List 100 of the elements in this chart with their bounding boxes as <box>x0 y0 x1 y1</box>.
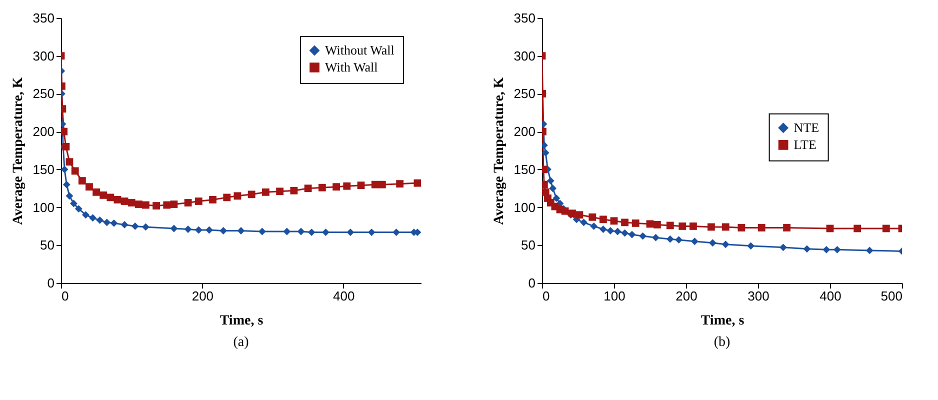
point <box>290 186 298 194</box>
point <box>78 177 86 184</box>
point <box>690 238 698 246</box>
point <box>854 224 862 232</box>
point <box>542 149 550 156</box>
point <box>552 194 560 202</box>
point <box>142 223 150 231</box>
point <box>89 214 96 222</box>
point <box>304 184 312 192</box>
point <box>833 246 841 254</box>
point <box>276 188 284 196</box>
y-tick-label: 250 <box>32 86 54 102</box>
y-tick-label: 0 <box>47 276 54 290</box>
point <box>114 196 122 204</box>
point <box>220 227 228 234</box>
x-axis-title: Time, s <box>700 314 745 328</box>
point <box>561 207 569 215</box>
point <box>61 166 68 174</box>
x-tick-label: 100 <box>604 288 626 304</box>
point <box>628 230 636 238</box>
y-tick-label: 200 <box>32 124 54 140</box>
point <box>666 222 674 230</box>
y-tick-label: 150 <box>32 162 54 177</box>
point <box>82 211 90 219</box>
y-tick-label: 100 <box>32 200 54 215</box>
point <box>707 223 715 231</box>
point <box>652 234 660 242</box>
point <box>599 216 607 224</box>
point <box>92 188 100 196</box>
point <box>100 191 108 199</box>
point <box>783 224 791 232</box>
y-axis-title: Average Temperature, K <box>492 77 507 225</box>
x-tick-label: 0 <box>542 288 550 304</box>
point <box>588 213 596 221</box>
point <box>779 244 787 252</box>
y-tick-label: 250 <box>514 86 536 102</box>
x-tick-label: 400 <box>333 288 355 304</box>
point <box>378 180 386 188</box>
point <box>120 220 128 228</box>
point <box>722 240 730 248</box>
point <box>414 179 421 187</box>
point <box>546 177 554 184</box>
y-tick-label: 300 <box>32 48 54 64</box>
y-tick-label: 200 <box>514 124 536 140</box>
point <box>163 201 171 209</box>
point <box>621 218 629 226</box>
y-tick-label: 100 <box>514 200 536 215</box>
y-tick-label: 0 <box>528 276 536 290</box>
point <box>71 167 79 175</box>
point <box>590 222 598 230</box>
point <box>666 235 674 243</box>
point <box>653 220 661 228</box>
text: (b) <box>714 335 730 350</box>
x-tick-label: 0 <box>62 288 69 304</box>
point <box>194 198 202 205</box>
point <box>262 188 270 196</box>
y-tick-label: 350 <box>32 10 54 26</box>
point <box>610 217 618 225</box>
point <box>396 180 404 188</box>
point <box>74 205 82 213</box>
point <box>110 219 118 227</box>
point <box>343 182 351 190</box>
point <box>322 228 330 236</box>
point <box>549 184 557 192</box>
point <box>368 228 376 236</box>
y-tick-label: 350 <box>514 10 536 26</box>
y-tick-label: 50 <box>521 238 536 253</box>
point <box>62 180 70 188</box>
x-tick-label: 200 <box>676 288 698 304</box>
point <box>283 228 291 236</box>
legend-label: NTE <box>794 120 820 135</box>
point <box>747 242 755 250</box>
point <box>209 196 216 204</box>
point <box>346 228 354 236</box>
point <box>621 229 629 237</box>
point <box>689 222 697 230</box>
point <box>96 216 104 224</box>
point <box>128 199 136 206</box>
point <box>66 192 74 200</box>
point <box>866 246 874 254</box>
x-axis-title: Time, s <box>220 314 264 328</box>
point <box>758 224 766 232</box>
point <box>61 128 68 136</box>
point <box>822 246 830 254</box>
point <box>357 182 365 190</box>
point <box>308 228 316 236</box>
point <box>248 190 256 198</box>
text: (a) <box>233 335 250 350</box>
point <box>882 224 890 232</box>
point <box>580 218 588 226</box>
point <box>738 224 746 232</box>
point <box>297 228 305 236</box>
x-tick-label: 200 <box>192 288 214 304</box>
legend-label: LTE <box>794 136 816 152</box>
point <box>66 158 74 166</box>
point <box>722 223 730 231</box>
point <box>803 245 811 253</box>
point <box>576 211 584 219</box>
x-tick-label: 500 <box>880 288 902 304</box>
y-tick-label: 150 <box>514 162 536 177</box>
